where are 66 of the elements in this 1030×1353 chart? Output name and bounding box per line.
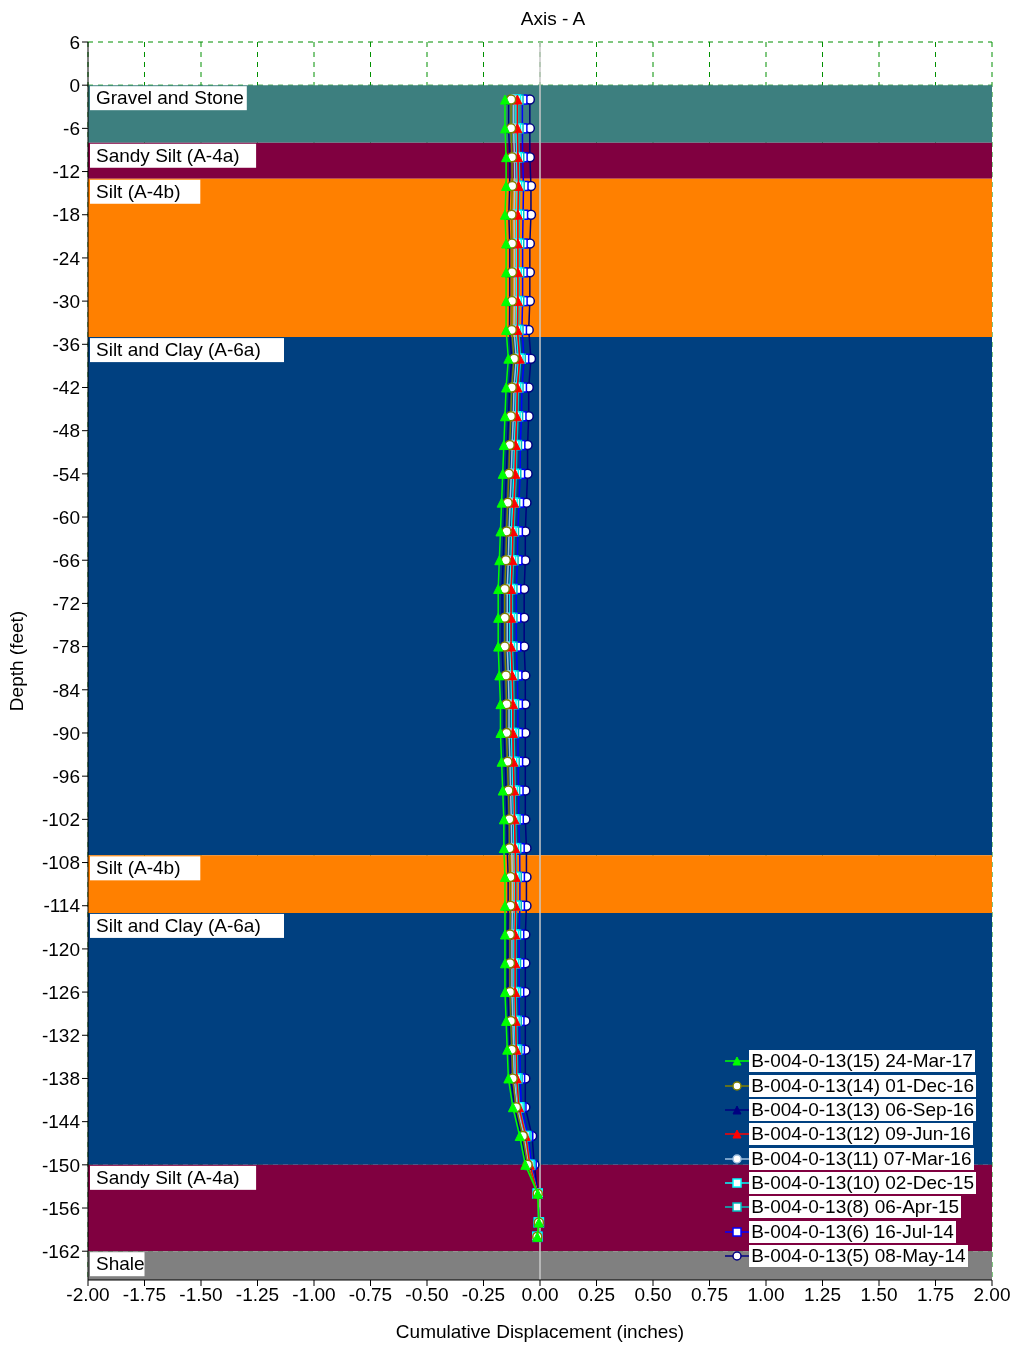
band-label: Shale [96, 1253, 145, 1275]
y-tick-label: -120 [41, 938, 80, 960]
x-tick-label: 1.25 [804, 1284, 841, 1306]
x-tick-label: -1.75 [122, 1284, 167, 1306]
x-tick-label: -0.75 [348, 1284, 393, 1306]
band-label: Silt and Clay (A-6a) [96, 914, 261, 936]
x-tick-label: 2.00 [973, 1284, 1011, 1306]
y-tick-label: -108 [41, 852, 80, 874]
y-tick-label: -132 [41, 1025, 80, 1047]
y-tick-label: -12 [52, 161, 80, 183]
y-tick-label: -30 [52, 290, 80, 312]
y-tick-label: -144 [41, 1111, 81, 1133]
y-tick-label: -36 [52, 334, 80, 356]
y-tick-label: -42 [52, 377, 80, 399]
y-tick-label: -48 [52, 420, 80, 442]
x-tick-label: 0.50 [634, 1284, 672, 1306]
y-tick-label: 0 [69, 74, 80, 96]
band-label: Silt (A-4b) [96, 180, 181, 202]
y-tick-label: -66 [52, 549, 80, 571]
y-tick-label: -90 [52, 722, 80, 744]
x-tick-label: -2.00 [66, 1284, 110, 1306]
legend-label: B-004-0-13(15) 24-Mar-17 [749, 1050, 975, 1073]
legend-label: B-004-0-13(12) 09-Jun-16 [749, 1123, 973, 1146]
band-label: Gravel and Stone [96, 87, 244, 109]
x-tick-label: 1.50 [860, 1284, 898, 1306]
legend-label: B-004-0-13(10) 02-Dec-15 [749, 1171, 976, 1194]
y-tick-label: -126 [41, 981, 80, 1003]
y-tick-label: 6 [69, 31, 80, 53]
y-tick-label: -96 [52, 765, 80, 787]
y-tick-label: -114 [43, 895, 81, 917]
x-tick-label: -1.25 [235, 1284, 280, 1306]
y-tick-label: -60 [52, 506, 80, 528]
legend-label: B-004-0-13(11) 07-Mar-16 [749, 1147, 974, 1170]
y-tick-label: -6 [63, 118, 80, 140]
x-tick-label: -0.50 [405, 1284, 449, 1306]
band-label: Silt and Clay (A-6a) [96, 339, 261, 361]
y-tick-label: -162 [41, 1240, 80, 1262]
y-tick-label: -72 [52, 593, 80, 615]
x-tick-label: 0.75 [691, 1284, 728, 1306]
x-tick-label: -1.50 [179, 1284, 223, 1306]
x-tick-label: 0.00 [521, 1284, 559, 1306]
y-tick-label: -150 [41, 1154, 80, 1176]
y-tick-label: -24 [52, 247, 81, 269]
band-label: Sandy Silt (A-4a) [96, 1166, 240, 1188]
y-tick-label: -84 [52, 679, 81, 701]
y-axis-title: Depth (feet) [5, 610, 27, 712]
chart-title: Axis - A [519, 8, 587, 30]
x-axis-title: Cumulative Displacement (inches) [395, 1321, 685, 1342]
y-tick-label: -102 [41, 809, 80, 831]
band-label: Sandy Silt (A-4a) [96, 144, 240, 166]
y-tick-label: -78 [52, 636, 80, 658]
x-tick-label: 1.00 [747, 1284, 785, 1306]
legend-label: B-004-0-13(5) 08-May-14 [749, 1244, 968, 1267]
legend-label: B-004-0-13(8) 06-Apr-15 [749, 1196, 962, 1219]
x-tick-label: -1.00 [292, 1284, 336, 1306]
x-tick-label: -0.25 [461, 1284, 506, 1306]
x-tick-label: 0.25 [578, 1284, 615, 1306]
legend-label: B-004-0-13(6) 16-Jul-14 [749, 1220, 956, 1243]
band-label: Silt (A-4b) [96, 857, 181, 879]
y-tick-label: -156 [41, 1197, 80, 1219]
y-tick-label: -138 [41, 1068, 80, 1090]
y-tick-label: -18 [52, 204, 80, 226]
x-tick-label: 1.75 [917, 1284, 954, 1306]
y-tick-label: -54 [52, 463, 81, 485]
legend-label: B-004-0-13(13) 06-Sep-16 [749, 1099, 976, 1122]
legend-label: B-004-0-13(14) 01-Dec-16 [749, 1074, 976, 1097]
